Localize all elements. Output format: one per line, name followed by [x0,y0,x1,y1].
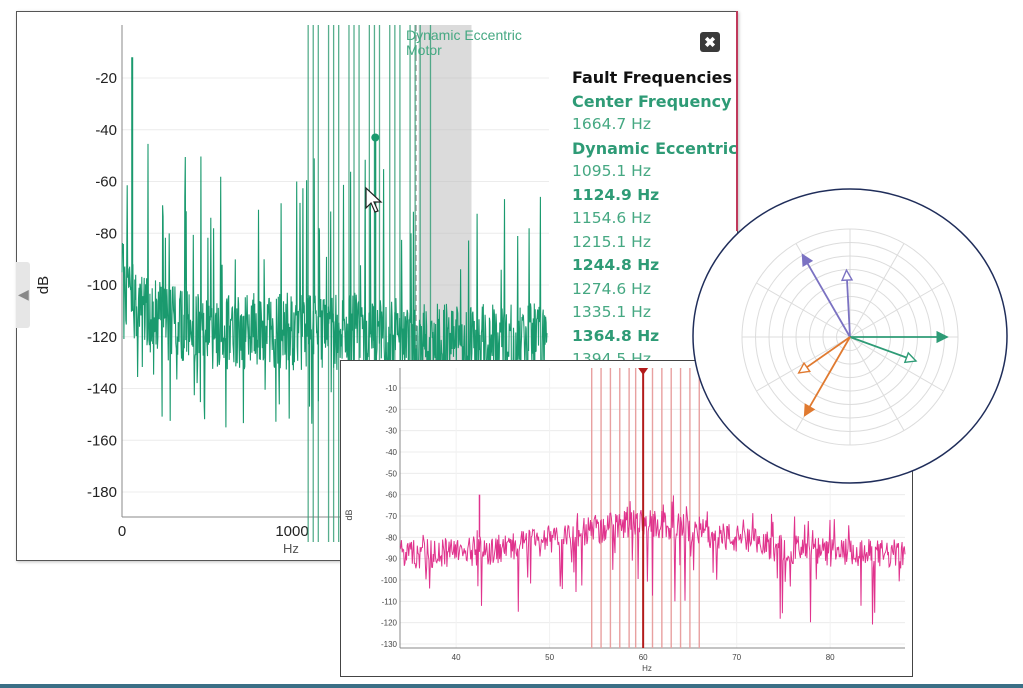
marker-point [371,133,380,142]
y-tick-label: -50 [385,469,397,478]
arrowhead-icon [801,253,814,268]
collapse-handle[interactable]: ◀ [16,262,30,328]
y-tick-label: -130 [381,640,398,649]
arrowhead-icon [803,403,816,417]
y-tick-label: -10 [385,384,397,393]
arrowhead-icon [903,351,918,364]
y-tick-label: -140 [87,381,117,398]
arrowhead-icon [797,361,811,374]
polar-spoke [849,243,905,338]
phasor-vector [801,254,851,338]
y-tick-label: -40 [95,122,117,139]
y-tick-label: -160 [87,432,117,449]
arrowhead-icon [936,330,949,344]
panel-edge-divider [736,11,738,231]
y-tick-label: -80 [385,533,397,542]
fault-frequency-item[interactable]: 1244.8 Hz [572,256,660,274]
y-tick-label: -120 [87,329,117,346]
fault-group-label: Dynamic Eccentric [572,138,738,158]
y-tick-label: -90 [385,555,397,564]
bottom-border [0,684,1023,688]
y-tick-label: -30 [385,427,397,436]
y-tick-label: -20 [95,70,117,87]
fault-frequency-item[interactable]: 1364.8 Hz [572,326,660,345]
x-tick-label: 80 [826,653,835,662]
y-tick-label: -60 [385,491,397,500]
center-marker-icon [638,368,649,375]
y-tick-label: -100 [87,277,117,294]
fault-list-heading: Fault Frequencies [572,68,732,87]
fault-frequency-item[interactable]: 1274.6 Hz [572,279,651,298]
polar-spoke [849,336,905,431]
phasor-vector [849,336,917,362]
y-tick-label: -100 [381,576,398,585]
y-axis-label: dB [344,509,354,520]
fault-frequency-item[interactable]: 1124.9 Hz [572,185,660,204]
x-axis-label: Hz [283,541,299,556]
fault-group-label: Center Frequency [572,91,732,111]
close-button[interactable]: ✖ [700,32,720,52]
x-tick-label: 0 [118,523,126,540]
mouse-cursor-icon [365,186,383,213]
x-tick-label: 60 [639,653,648,662]
y-axis-label: dB [35,276,52,294]
y-tick-label: -120 [381,619,398,628]
fault-frequency-item[interactable]: 1154.6 Hz [572,209,651,227]
x-tick-label: 40 [452,653,461,662]
chevron-left-icon: ◀ [18,286,29,302]
y-tick-label: -80 [95,225,117,242]
polar-spoke [756,282,851,338]
y-tick-label: -180 [87,484,117,501]
y-tick-label: -110 [382,597,398,606]
fault-frequency-item[interactable]: 1664.7 Hz [572,115,651,133]
x-axis-label: Hz [642,664,652,673]
x-tick-label: 50 [545,653,554,662]
fault-frequency-item[interactable]: 1215.1 Hz [572,232,651,251]
x-tick-label: 70 [732,653,741,662]
fault-frequency-item[interactable]: 1095.1 Hz [572,162,651,180]
y-tick-label: -20 [385,405,397,414]
spectrum-trace [399,495,906,625]
annotation-label: Dynamic Eccentric [406,27,522,43]
arrowhead-icon [840,268,854,282]
fault-frequency-item[interactable]: 1335.1 Hz [572,303,651,321]
polar-spoke [849,336,944,392]
polar-phasor-chart [692,188,1008,484]
polar-spoke [849,282,944,338]
annotation-label: Motor [406,42,442,58]
y-tick-label: -60 [95,174,117,191]
phasor-vector [803,336,851,417]
phasor-vector [845,270,851,338]
y-tick-label: -40 [385,448,397,457]
y-tick-label: -70 [385,512,397,521]
x-tick-label: 1000 [275,523,308,540]
